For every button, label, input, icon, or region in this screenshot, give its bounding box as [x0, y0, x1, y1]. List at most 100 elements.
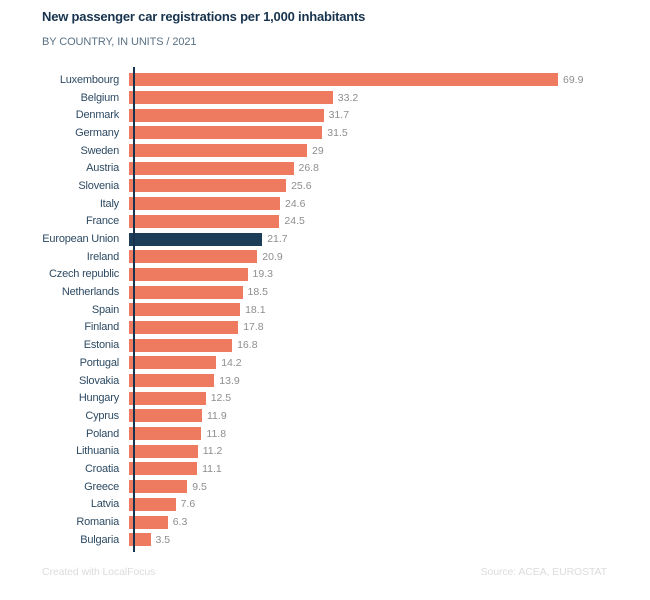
bar-area: 24.5 — [127, 213, 650, 231]
bar-area: 3.5 — [127, 531, 650, 549]
value-label: 11.2 — [202, 445, 223, 458]
chart-subtitle: BY COUNTRY, IN UNITS / 2021 — [42, 36, 197, 48]
bar — [129, 515, 168, 529]
category-label: Cyprus — [85, 409, 119, 422]
chart-row: Denmark 31.7 — [0, 106, 650, 124]
category-label: Denmark — [75, 109, 119, 122]
category-label: Spain — [91, 303, 119, 316]
chart-row: Cyprus 11.9 — [0, 407, 650, 425]
bar — [129, 250, 258, 264]
chart-row: Croatia 11.1 — [0, 460, 650, 478]
bar-area: 18.1 — [127, 301, 650, 319]
bar — [129, 374, 215, 388]
category-label: Slovenia — [78, 179, 119, 192]
bar-area: 7.6 — [127, 496, 650, 514]
bar-area: 11.8 — [127, 425, 650, 443]
category-label: Slovakia — [79, 374, 119, 387]
chart-row: Finland 17.8 — [0, 319, 650, 337]
bar — [129, 214, 280, 228]
value-label: 13.9 — [219, 374, 240, 387]
bar — [129, 480, 188, 494]
category-label: Italy — [99, 197, 119, 210]
bar — [129, 444, 198, 458]
bar — [129, 391, 206, 405]
category-label: Poland — [85, 427, 119, 440]
bar-area: 12.5 — [127, 389, 650, 407]
chart-row: Austria 26.8 — [0, 159, 650, 177]
bar-area: 11.1 — [127, 460, 650, 478]
value-label: 11.1 — [202, 462, 222, 475]
value-label: 31.5 — [327, 126, 348, 139]
chart-row: Germany 31.5 — [0, 124, 650, 142]
value-label: 12.5 — [210, 392, 232, 405]
category-label: Lithuania — [76, 445, 119, 458]
chart-row: Spain 18.1 — [0, 301, 650, 319]
value-label: 6.3 — [172, 516, 188, 529]
category-label: Netherlands — [61, 286, 119, 299]
value-label: 18.5 — [247, 286, 268, 299]
bar — [129, 303, 241, 317]
bar-area: 18.5 — [127, 283, 650, 301]
chart-row: Luxembourg 69.9 — [0, 71, 650, 89]
chart-row: Romania 6.3 — [0, 513, 650, 531]
category-label: Romania — [76, 516, 119, 529]
category-label: Ireland — [86, 250, 119, 263]
bar — [129, 356, 217, 370]
chart-row: Lithuania 11.2 — [0, 442, 650, 460]
value-label: 17.8 — [243, 321, 264, 334]
chart-row: Italy 24.6 — [0, 195, 650, 213]
chart-row: Estonia 16.8 — [0, 336, 650, 354]
chart-row: Czech republic 19.3 — [0, 266, 650, 284]
y-axis-line — [133, 67, 135, 552]
bar — [129, 73, 558, 87]
category-label: Czech republic — [49, 268, 119, 281]
bar — [129, 108, 324, 122]
bar — [129, 197, 280, 211]
chart-row: Greece 9.5 — [0, 478, 650, 496]
value-label: 9.5 — [192, 480, 207, 493]
category-label: Belgium — [80, 91, 120, 104]
bar-area: 33.2 — [127, 89, 650, 107]
bar — [129, 161, 294, 175]
bar — [129, 320, 239, 334]
bar — [129, 497, 176, 511]
chart-row: Bulgaria 3.5 — [0, 531, 650, 549]
bar — [129, 144, 307, 158]
chart-row: Slovenia 25.6 — [0, 177, 650, 195]
value-label: 7.6 — [180, 498, 196, 511]
value-label: 24.5 — [284, 215, 305, 228]
bar — [129, 91, 333, 105]
value-label: 18.1 — [245, 303, 266, 316]
bar-area: 31.5 — [127, 124, 650, 142]
value-label: 69.9 — [563, 73, 584, 86]
bar — [129, 462, 198, 476]
value-label: 25.6 — [291, 179, 312, 192]
value-label: 11.8 — [206, 427, 227, 440]
value-label: 19.3 — [252, 268, 273, 281]
bar-area: 6.3 — [127, 513, 650, 531]
chart-row: Netherlands 18.5 — [0, 283, 650, 301]
value-label: 14.2 — [221, 356, 242, 369]
chart-row: Hungary 12.5 — [0, 389, 650, 407]
category-label: Croatia — [84, 462, 119, 475]
chart-row: Belgium 33.2 — [0, 89, 650, 107]
bar-area: 21.7 — [127, 230, 650, 248]
bar-area: 14.2 — [127, 354, 650, 372]
bar-area: 31.7 — [127, 106, 650, 124]
bar-area: 25.6 — [127, 177, 650, 195]
category-label: Hungary — [78, 392, 119, 405]
category-label: Sweden — [80, 144, 119, 157]
category-label: Finland — [84, 321, 119, 334]
category-label: European Union — [42, 233, 119, 246]
chart-row: Sweden 29 — [0, 142, 650, 160]
bar-area: 13.9 — [127, 372, 650, 390]
bar-area: 11.2 — [127, 442, 650, 460]
category-label: Greece — [84, 480, 119, 493]
value-label: 16.8 — [237, 339, 258, 352]
category-label: Latvia — [90, 498, 119, 511]
category-label: Austria — [86, 162, 119, 175]
value-label: 33.2 — [337, 91, 359, 104]
source-text: Source: ACEA, EUROSTAT — [480, 566, 607, 578]
bar-area: 9.5 — [127, 478, 650, 496]
